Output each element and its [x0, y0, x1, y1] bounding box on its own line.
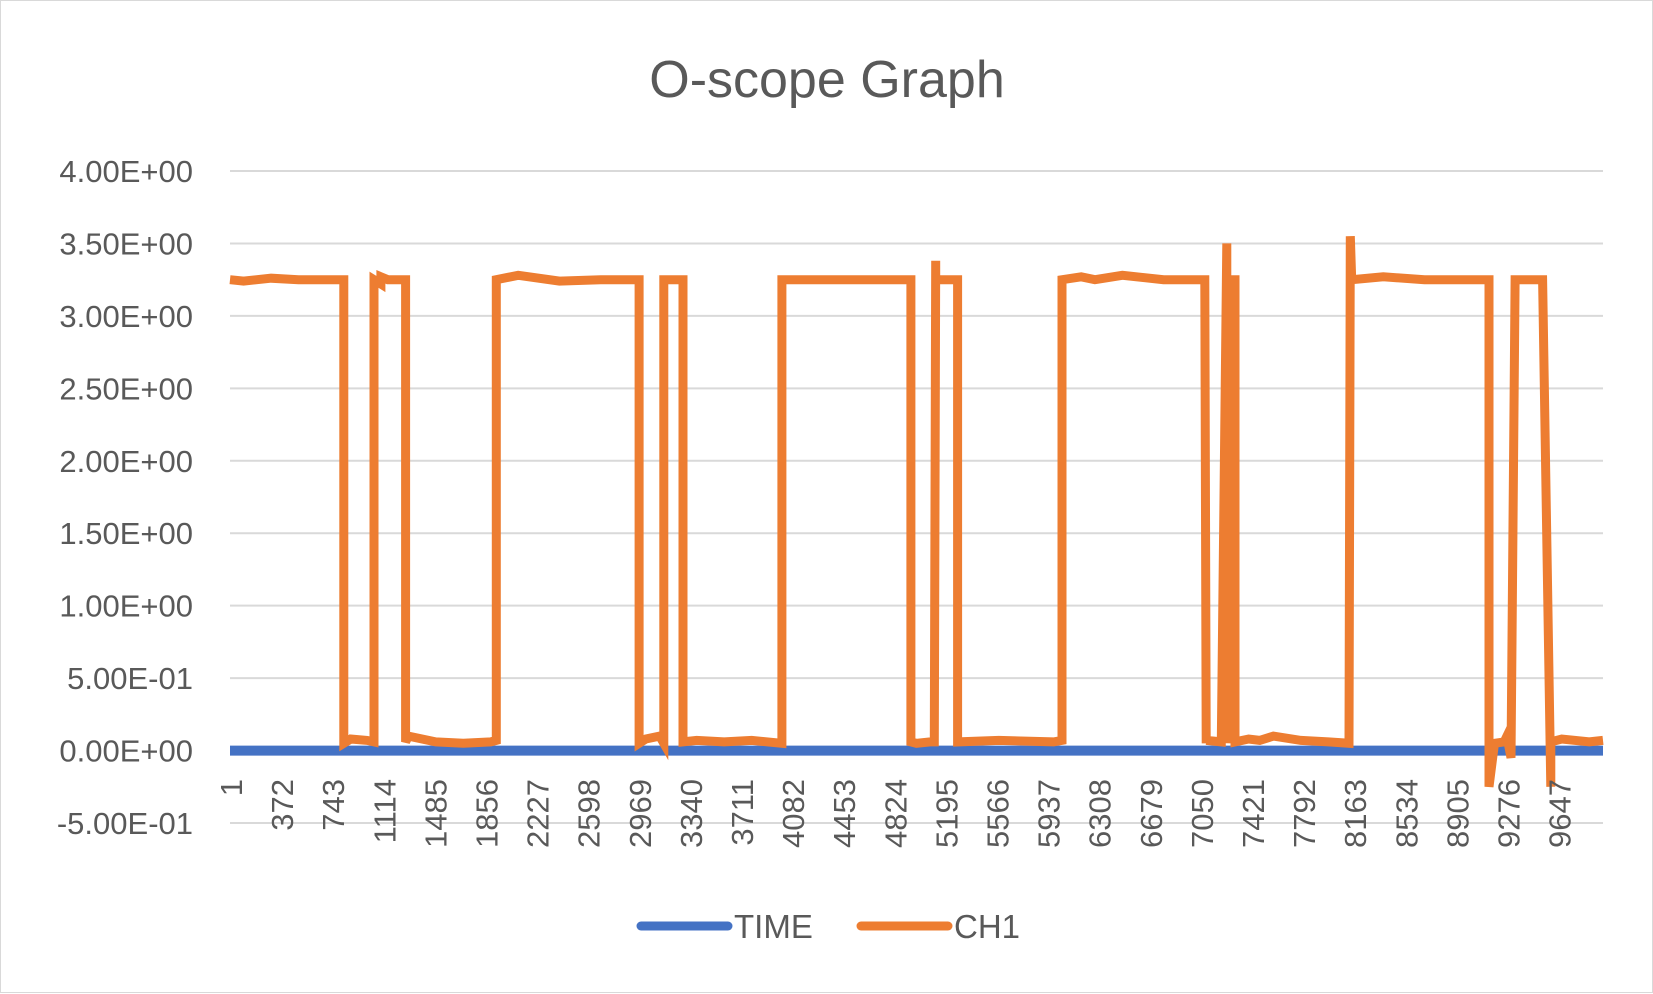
x-tick-label: 2598	[572, 779, 607, 848]
x-tick-label: 8905	[1440, 779, 1475, 848]
legend-label-time: TIME	[734, 908, 813, 945]
chart-title: O-scope Graph	[649, 51, 1005, 109]
y-tick-label: 2.50E+00	[59, 371, 193, 406]
x-tick-label: 8163	[1338, 779, 1373, 848]
x-tick-label: 4824	[878, 779, 913, 848]
y-tick-label: 3.50E+00	[59, 226, 193, 261]
x-tick-label: 2227	[521, 779, 556, 848]
x-tick-label: 3340	[674, 779, 709, 848]
x-tick-label: 7792	[1287, 779, 1322, 848]
y-tick-label: 3.00E+00	[59, 299, 193, 334]
x-tick-label: 5566	[981, 779, 1016, 848]
x-tick-label: 3711	[725, 779, 760, 846]
y-tick-label: 1.00E+00	[59, 589, 193, 624]
legend: TIME CH1	[636, 908, 1020, 945]
y-tick-label: 5.00E-01	[67, 661, 193, 696]
legend-label-ch1: CH1	[954, 908, 1020, 945]
x-tick-label: 372	[265, 779, 300, 831]
y-tick-label: 1.50E+00	[59, 516, 193, 551]
x-tick-label: 1114	[367, 779, 402, 843]
y-tick-label: 2.00E+00	[59, 444, 193, 479]
y-tick-label: 4.00E+00	[59, 154, 193, 189]
x-tick-label: 6679	[1134, 779, 1169, 848]
y-tick-label: 0.00E+00	[59, 734, 193, 769]
x-tick-label: 7050	[1185, 779, 1220, 848]
x-tick-label: 1	[214, 779, 249, 796]
x-tick-label: 5937	[1032, 779, 1067, 848]
x-tick-label: 2969	[623, 779, 658, 848]
series-line-ch1	[229, 236, 1604, 788]
x-tick-label: 743	[316, 779, 351, 831]
x-tick-label: 8534	[1389, 779, 1424, 848]
x-tick-label: 1485	[418, 779, 453, 848]
x-tick-label: 4082	[776, 779, 811, 848]
x-tick-label: 6308	[1083, 779, 1118, 848]
x-tick-label: 4453	[827, 779, 862, 848]
x-tick-label: 9647	[1543, 779, 1578, 848]
y-axis-ticks: 4.00E+00 3.50E+00 3.00E+00 2.50E+00 2.00E+00…	[57, 154, 193, 841]
gridlines	[230, 170, 1603, 824]
x-tick-label: 1856	[470, 779, 505, 848]
series-layer	[229, 236, 1604, 788]
x-tick-label: 7421	[1236, 779, 1271, 848]
x-tick-label: 9276	[1491, 779, 1526, 848]
x-tick-label: 5195	[929, 779, 964, 848]
y-tick-label: -5.00E-01	[57, 806, 193, 841]
x-axis-ticks: 1 372 743 1114 1485 1856 2227 2598 2969 3340 3711 4…	[214, 779, 1578, 848]
